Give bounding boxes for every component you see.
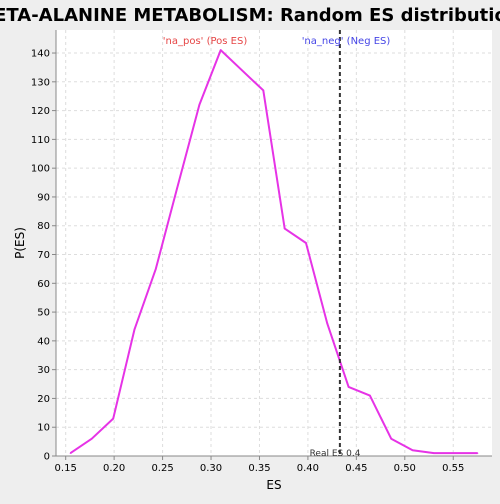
tick-labels: 0 10 20 30 40 50 60 70 80 90 100 110 120 130 140 0.15 0.… xyxy=(31,49,464,474)
data-point xyxy=(69,452,72,454)
y-tick-label: 130 xyxy=(31,77,50,88)
data-point xyxy=(476,452,479,454)
x-tick-label: 0.20 xyxy=(103,463,125,474)
y-tick-label: 80 xyxy=(37,221,50,232)
x-tick-label: 0.40 xyxy=(297,463,319,474)
data-point xyxy=(454,452,456,454)
data-point xyxy=(433,452,435,454)
x-tick-label: 0.45 xyxy=(345,463,367,474)
data-point xyxy=(112,417,114,420)
x-tick-label: 0.55 xyxy=(442,463,464,474)
data-point xyxy=(91,437,93,440)
axes xyxy=(52,30,492,460)
data-point xyxy=(411,449,414,452)
legend-entry-neg: 'na_neg' (Neg ES) xyxy=(302,36,391,47)
data-point xyxy=(219,49,222,51)
data-point xyxy=(390,437,393,440)
x-tick-label: 0.25 xyxy=(151,463,173,474)
y-tick-label: 120 xyxy=(31,106,50,117)
grid-lines xyxy=(56,30,492,457)
x-tick-label: 0.50 xyxy=(394,463,416,474)
data-point xyxy=(283,227,286,230)
y-tick-label: 10 xyxy=(37,423,50,434)
y-tick-label: 110 xyxy=(31,135,50,146)
x-tick-label: 0.30 xyxy=(200,463,222,474)
y-tick-label: 100 xyxy=(31,164,50,175)
y-tick-label: 20 xyxy=(37,394,50,405)
data-point xyxy=(198,104,201,106)
x-tick-label: 0.15 xyxy=(55,463,77,474)
data-point xyxy=(241,69,243,72)
y-axis-label: P(ES) xyxy=(13,227,27,259)
x-tick-label: 0.35 xyxy=(248,463,270,474)
y-tick-label: 50 xyxy=(37,308,50,319)
data-point xyxy=(176,187,178,190)
data-point xyxy=(133,328,136,331)
data-point xyxy=(262,89,265,92)
data-point xyxy=(369,394,371,397)
y-tick-label: 70 xyxy=(37,250,50,261)
y-tick-label: 60 xyxy=(37,279,50,290)
series-layer xyxy=(69,49,479,455)
y-tick-label: 30 xyxy=(37,365,50,376)
data-point xyxy=(154,268,157,270)
y-tick-label: 90 xyxy=(37,192,50,203)
chart-title: BETA-ALANINE METABOLISM: Random ES distr… xyxy=(0,5,500,26)
y-tick-label: 40 xyxy=(37,336,50,347)
y-tick-label: 0 xyxy=(44,452,50,463)
x-axis-label: ES xyxy=(266,478,281,492)
data-point xyxy=(347,386,350,388)
legend-entry-pos: 'na_pos' (Pos ES) xyxy=(163,36,248,47)
y-tick-label: 140 xyxy=(31,49,50,60)
data-point xyxy=(305,242,307,244)
plot-area xyxy=(56,30,492,456)
series-line xyxy=(69,49,478,455)
data-point xyxy=(326,322,329,325)
reference-line-label: Real ES 0.4 xyxy=(310,449,361,459)
